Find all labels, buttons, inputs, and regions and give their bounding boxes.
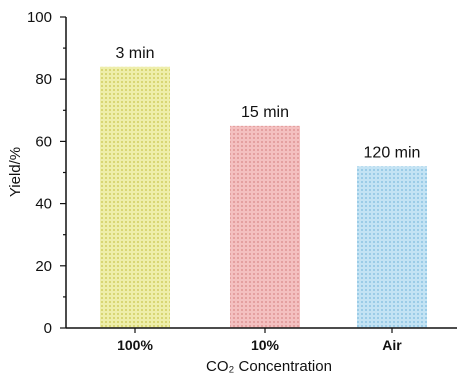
axes-layer: 0 20 40 60 80 100: [27, 9, 457, 337]
x-tick-label: 100%: [117, 337, 153, 353]
y-axis-title: Yield/%: [7, 147, 24, 197]
bar-air: [357, 166, 427, 328]
bar-100: [100, 66, 170, 328]
y-tick-label: 80: [35, 71, 52, 88]
x-tick-label: 10%: [251, 337, 280, 353]
data-label: 120 min: [364, 144, 421, 161]
y-tick-label: 40: [35, 196, 52, 213]
bar-10: [230, 125, 300, 328]
data-label: 3 min: [115, 45, 154, 62]
y-tick-label: 60: [35, 133, 52, 150]
bars-layer: [100, 66, 427, 328]
labels-layer: 3 min 100% 15 min 10% 120 min Air: [115, 45, 420, 353]
y-tick-label: 20: [35, 258, 52, 275]
y-tick-label: 0: [44, 320, 52, 337]
x-axis-title: CO₂ Concentration: [206, 358, 332, 375]
y-tick-label: 100: [27, 9, 52, 26]
data-label: 15 min: [241, 104, 289, 121]
x-tick-label: Air: [382, 337, 402, 353]
